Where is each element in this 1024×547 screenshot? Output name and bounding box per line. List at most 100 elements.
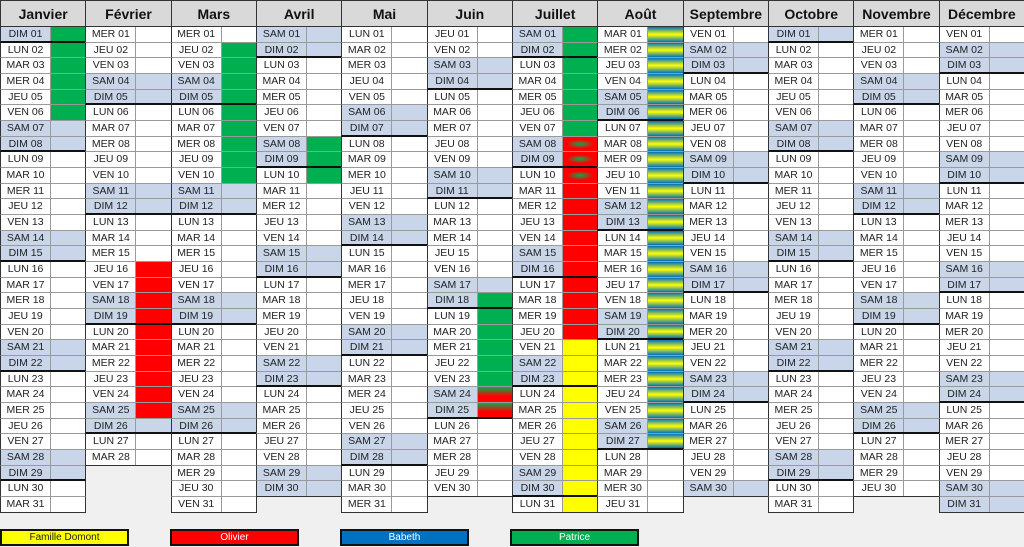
assignment-cell[interactable] <box>734 199 768 214</box>
day-row[interactable]: VEN 17 <box>85 277 172 294</box>
day-row[interactable]: JEU 27 <box>256 434 343 451</box>
assignment-cell[interactable] <box>734 466 768 481</box>
day-row[interactable]: DIM 19 <box>85 309 172 325</box>
day-row[interactable]: VEN 24 <box>853 387 940 404</box>
day-row[interactable]: DIM 10 <box>938 168 1024 184</box>
assignment-cell[interactable] <box>307 152 342 167</box>
day-row[interactable]: VEN 06 <box>0 105 87 122</box>
assignment-cell[interactable] <box>648 215 683 229</box>
day-row[interactable]: MER 27 <box>938 434 1024 451</box>
assignment-cell[interactable] <box>990 27 1024 42</box>
day-row[interactable]: JEU 29 <box>426 465 513 482</box>
assignment-cell[interactable] <box>392 434 427 450</box>
assignment-cell[interactable] <box>648 497 682 512</box>
day-row[interactable]: LUN 11 <box>682 183 769 200</box>
assignment-cell[interactable] <box>648 309 683 324</box>
day-row[interactable]: SAM 21 <box>768 340 855 357</box>
day-row[interactable]: MAR 25 <box>256 403 343 419</box>
assignment-cell[interactable] <box>221 293 256 309</box>
day-row[interactable]: LUN 21 <box>597 340 684 357</box>
assignment-cell[interactable] <box>136 356 171 371</box>
assignment-cell[interactable] <box>563 434 598 450</box>
day-row[interactable]: SAM 14 <box>0 230 87 247</box>
day-row[interactable]: JEU 08 <box>426 136 513 153</box>
day-row[interactable]: MER 17 <box>341 277 428 294</box>
assignment-cell[interactable] <box>990 293 1024 308</box>
assignment-cell[interactable] <box>307 262 342 276</box>
day-row[interactable]: MER 26 <box>512 418 599 435</box>
assignment-cell[interactable] <box>307 42 342 57</box>
assignment-cell[interactable] <box>904 183 939 199</box>
assignment-cell[interactable] <box>733 277 768 292</box>
day-row[interactable]: LUN 23 <box>768 371 855 388</box>
assignment-cell[interactable] <box>307 105 341 120</box>
day-row[interactable]: DIM 12 <box>170 199 257 216</box>
assignment-cell[interactable] <box>734 293 768 308</box>
day-row[interactable]: LUN 20 <box>85 324 172 341</box>
assignment-cell[interactable] <box>51 121 86 136</box>
day-row[interactable]: LUN 27 <box>85 434 172 451</box>
day-row[interactable]: MER 15 <box>85 246 172 263</box>
assignment-cell[interactable] <box>904 199 939 214</box>
day-row[interactable]: SAM 16 <box>938 262 1024 278</box>
assignment-cell[interactable] <box>648 58 683 74</box>
day-row[interactable]: MAR 13 <box>426 215 513 231</box>
day-row[interactable]: MER 20 <box>682 324 769 341</box>
day-row[interactable]: JEU 02 <box>170 42 257 59</box>
assignment-cell[interactable] <box>563 324 598 340</box>
assignment-cell[interactable] <box>392 137 426 152</box>
assignment-cell[interactable] <box>734 137 768 152</box>
assignment-cell[interactable] <box>392 27 426 42</box>
day-row[interactable]: VEN 16 <box>426 262 513 278</box>
day-row[interactable]: MAR 28 <box>853 450 940 466</box>
assignment-cell[interactable] <box>478 262 512 277</box>
assignment-cell[interactable] <box>990 466 1024 481</box>
day-row[interactable]: MAR 04 <box>256 74 343 90</box>
day-row[interactable]: DIM 30 <box>256 481 343 498</box>
day-row[interactable]: MER 08 <box>853 136 940 153</box>
day-row[interactable]: DIM 24 <box>938 387 1024 404</box>
day-row[interactable]: DIM 15 <box>768 246 855 263</box>
assignment-cell[interactable] <box>819 215 853 230</box>
day-row[interactable]: SAM 22 <box>256 356 343 372</box>
assignment-cell[interactable] <box>989 168 1024 182</box>
assignment-cell[interactable] <box>51 465 86 480</box>
day-row[interactable]: DIM 09 <box>512 152 599 169</box>
assignment-cell[interactable] <box>478 419 512 434</box>
assignment-cell[interactable] <box>904 278 938 293</box>
day-row[interactable]: MAR 07 <box>853 121 940 137</box>
day-row[interactable]: JEU 14 <box>938 230 1024 247</box>
day-row[interactable]: VEN 11 <box>597 183 684 200</box>
assignment-cell[interactable] <box>477 340 512 356</box>
assignment-cell[interactable] <box>904 215 938 230</box>
assignment-cell[interactable] <box>819 199 853 214</box>
assignment-cell[interactable] <box>392 215 427 230</box>
assignment-cell[interactable] <box>221 403 256 418</box>
assignment-cell[interactable] <box>904 293 939 309</box>
day-row[interactable]: SAM 11 <box>853 183 940 200</box>
assignment-cell[interactable] <box>221 199 256 214</box>
day-row[interactable]: LUN 18 <box>938 293 1024 310</box>
day-row[interactable]: LUN 09 <box>0 152 87 169</box>
assignment-cell[interactable] <box>733 58 768 73</box>
day-row[interactable]: SAM 22 <box>512 356 599 372</box>
day-row[interactable]: DIM 14 <box>341 230 428 247</box>
day-row[interactable]: SAM 15 <box>256 246 343 263</box>
assignment-cell[interactable] <box>477 356 512 371</box>
assignment-cell[interactable] <box>819 325 853 340</box>
day-row[interactable]: MER 15 <box>170 246 257 263</box>
assignment-cell[interactable] <box>51 262 85 277</box>
day-row[interactable]: VEN 13 <box>768 215 855 231</box>
day-row[interactable]: VEN 31 <box>170 497 257 513</box>
assignment-cell[interactable] <box>990 356 1024 371</box>
day-row[interactable]: MAR 19 <box>682 309 769 325</box>
day-row[interactable]: MAR 14 <box>853 230 940 247</box>
assignment-cell[interactable] <box>478 466 512 481</box>
day-row[interactable]: VEN 17 <box>853 277 940 294</box>
day-row[interactable]: MAR 10 <box>0 168 87 184</box>
assignment-cell[interactable] <box>221 121 256 136</box>
assignment-cell[interactable] <box>648 277 683 293</box>
assignment-cell[interactable] <box>478 215 512 230</box>
assignment-cell[interactable] <box>307 215 341 230</box>
day-row[interactable]: DIM 03 <box>938 58 1024 75</box>
